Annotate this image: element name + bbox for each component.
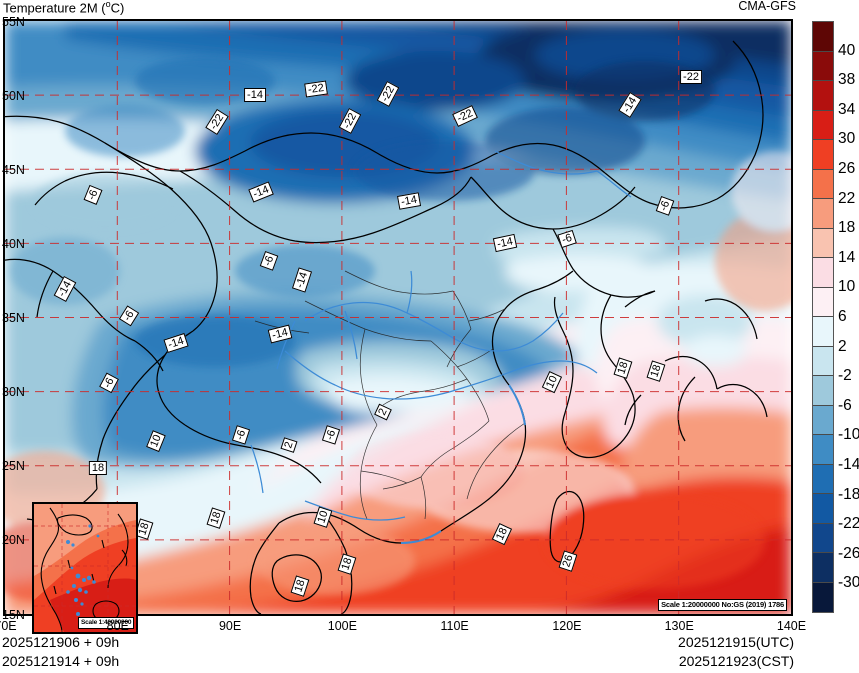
- y-tick-45N: 45N: [2, 162, 25, 177]
- colorbar-tick--26: -26: [838, 544, 859, 562]
- model-label: CMA-GFS: [738, 0, 796, 13]
- colorbar-cell: [813, 317, 833, 347]
- colorbar-cell: [813, 228, 833, 258]
- colorbar-tick-10: 10: [838, 278, 856, 296]
- colorbar-tick-22: 22: [838, 189, 856, 207]
- contour-label: 18: [88, 461, 108, 475]
- colorbar-cell: [813, 523, 833, 553]
- map-canvas: [5, 21, 791, 614]
- colorbar-tick--22: -22: [838, 515, 859, 533]
- field-texture: [5, 57, 791, 601]
- inset-scale-label: Scale 1:40000000: [78, 617, 135, 629]
- south-china-sea-inset: Scale 1:40000000: [32, 502, 138, 634]
- colorbar-tick--14: -14: [838, 456, 859, 473]
- contour-label: -22: [304, 80, 328, 98]
- x-tick-90E: 90E: [218, 619, 242, 633]
- colorbar-tick--6: -6: [838, 396, 852, 414]
- colorbar-cell: [813, 169, 833, 199]
- run-init-time: 2025121906 + 09h: [2, 634, 120, 650]
- y-tick-55N: 55N: [2, 14, 25, 29]
- y-tick-30N: 30N: [2, 385, 25, 400]
- rivers: [250, 150, 632, 544]
- colorbar-cell: [813, 494, 833, 524]
- temperature-heatmap: [5, 21, 791, 614]
- colorbar-cell: [813, 582, 833, 612]
- valid-time-cst: 2025121923(CST): [678, 653, 794, 669]
- x-tick-110E: 110E: [440, 619, 469, 633]
- contour-label: -22: [680, 70, 702, 84]
- colorbar-cell: [813, 258, 833, 288]
- colorbar-tick-40: 40: [838, 41, 856, 59]
- x-tick-80E: 80E: [106, 619, 129, 633]
- x-tick-70E: 70E: [0, 619, 17, 633]
- colorbar-tick--30: -30: [838, 574, 859, 592]
- colorbar-tick-30: 30: [838, 130, 856, 148]
- colorbar-cell: [813, 405, 833, 435]
- y-tick-40N: 40N: [2, 236, 25, 251]
- x-tick-140E: 140E: [776, 619, 807, 633]
- colorbar-tick-38: 38: [838, 71, 856, 89]
- colorbar-cell: [813, 287, 833, 317]
- contour-label: -14: [244, 88, 266, 102]
- page-title-suffix: C): [110, 0, 125, 16]
- degree-symbol: o: [105, 0, 111, 9]
- colorbar-tick-34: 34: [838, 100, 856, 118]
- inset-map: [34, 504, 136, 632]
- colorbar-tick--2: -2: [838, 367, 852, 385]
- colorbar-tick-14: 14: [838, 248, 856, 266]
- colorbar-tick-18: 18: [838, 219, 856, 237]
- colorbar-cell: [813, 51, 833, 81]
- colorbar-cell: [813, 199, 833, 229]
- x-tick-100E: 100E: [327, 619, 357, 633]
- y-tick-20N: 20N: [2, 533, 25, 548]
- colorbar-cell: [813, 376, 833, 406]
- colorbar-cell: [813, 110, 833, 140]
- x-tick-130E: 130E: [664, 619, 694, 633]
- y-tick-35N: 35N: [2, 311, 25, 325]
- colorbar-tick-2: 2: [838, 337, 847, 355]
- colorbar-cell: [813, 464, 833, 494]
- page-title: Temperature 2M (oC): [3, 0, 124, 15]
- y-tick-15N: 15N: [2, 607, 25, 622]
- province-borders: [254, 270, 526, 520]
- colorbar-cell: [813, 22, 833, 52]
- colorbar-tick-26: 26: [838, 160, 856, 177]
- x-tick-120E: 120E: [552, 619, 582, 633]
- colorbar-cell: [813, 81, 833, 111]
- colorbar-cell: [813, 553, 833, 583]
- page-title-text: Temperature 2M (: [3, 0, 106, 16]
- colorbar-cell: [813, 346, 833, 376]
- main-scale-label: Scale 1:20000000 No:GS (2019) 1786: [658, 599, 787, 611]
- colorbar-tick--18: -18: [838, 485, 859, 503]
- colorbar-cell: [813, 435, 833, 465]
- map-panel[interactable]: -14 -22 -22 -22 -22 -22 -22 -14 -14 -14 -6 -14 -6 -6-…: [3, 19, 793, 634]
- colorbar-cell: [813, 140, 833, 170]
- y-tick-50N: 50N: [2, 88, 25, 103]
- run-init-time-local: 2025121914 + 09h: [2, 653, 120, 669]
- y-tick-25N: 25N: [2, 459, 25, 474]
- colorbar[interactable]: [812, 21, 834, 613]
- colorbar-tick--10: -10: [838, 426, 859, 444]
- colorbar-tick-6: 6: [838, 308, 847, 325]
- valid-time-utc: 2025121915(UTC): [678, 634, 794, 650]
